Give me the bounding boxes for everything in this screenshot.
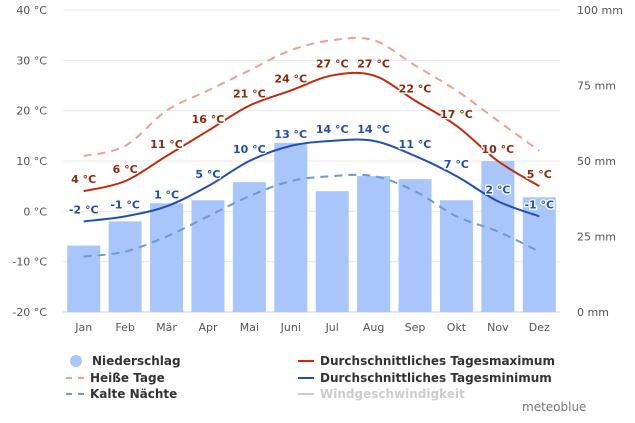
x-tick-label: Apr [198, 321, 218, 334]
legend-item-wind[interactable]: Windgeschwindigkeit [298, 387, 465, 401]
data-label: 27 °C [316, 57, 349, 70]
y2-tick-label: 50 mm [577, 155, 616, 168]
data-label: 6 °C [113, 163, 138, 176]
legend-item-max[interactable]: Durchschnittliches Tagesmaximum [298, 354, 555, 368]
data-label: 10 °C [233, 143, 266, 156]
data-label: 7 °C [444, 158, 469, 171]
climate-chart: 40 °C 30 °C 20 °C 10 °C 0 °C -10 °C -20 °C 100 … [12, 4, 623, 334]
legend-label: Durchschnittliches Tagesminimum [320, 371, 552, 385]
data-label: 2 °C [485, 183, 510, 196]
y-tick-label: 0 °C [23, 205, 47, 218]
x-tick-label: Okt [447, 321, 467, 334]
legend-item-precipitation[interactable]: Niederschlag [67, 354, 181, 368]
data-label: 10 °C [482, 143, 515, 156]
legend-item-cold-nights[interactable]: Kalte Nächte [66, 387, 177, 401]
y-tick-label: 30 °C [16, 54, 47, 67]
data-label: 13 °C [274, 128, 307, 141]
y2-tick-label: 75 mm [577, 80, 616, 93]
legend-label: Windgeschwindigkeit [320, 387, 465, 401]
line-icon [298, 377, 314, 379]
data-label: 4 °C [71, 173, 96, 186]
dashed-series-line [83, 36, 540, 157]
precipitation-bar [522, 197, 556, 312]
series-line [83, 71, 540, 193]
legend-label: Niederschlag [92, 354, 181, 368]
y-tick-label: -10 °C [12, 256, 47, 269]
dashed-series-line [83, 173, 540, 258]
precipitation-bar [315, 191, 349, 312]
data-label: -2 °C [69, 203, 99, 216]
y2-tick-label: 25 mm [577, 231, 616, 244]
data-label: 21 °C [233, 88, 266, 101]
precipitation-bar [67, 245, 101, 312]
data-label: 17 °C [440, 108, 473, 121]
credit: meteoblue [522, 400, 587, 414]
legend-label: Heiße Tage [90, 371, 165, 385]
legend-label: Kalte Nächte [90, 387, 178, 401]
y-tick-label: -20 °C [12, 306, 47, 319]
x-tick-label: Feb [115, 321, 134, 334]
data-label: 5 °C [527, 168, 552, 181]
data-label: 14 °C [316, 123, 349, 136]
x-tick-label: Jul [325, 321, 339, 334]
data-label: 5 °C [195, 168, 220, 181]
precipitation-bar [232, 182, 266, 312]
y2-tick-label: 100 mm [577, 4, 623, 17]
dashed-line-icon [66, 377, 84, 379]
legend-item-min[interactable]: Durchschnittliches Tagesminimum [298, 371, 552, 385]
x-tick-label: Jan [74, 321, 92, 334]
data-label: -1 °C [110, 198, 140, 211]
x-tick-label: Mär [156, 321, 177, 334]
data-label: 24 °C [274, 73, 307, 86]
x-tick-label: Juni [280, 321, 301, 334]
y-tick-label: 20 °C [16, 105, 47, 118]
x-tick-label: Nov [487, 321, 509, 334]
data-label: 14 °C [357, 123, 390, 136]
data-label: 1 °C [154, 188, 179, 201]
data-label: 22 °C [399, 83, 432, 96]
line-icon [298, 360, 314, 362]
x-tick-label: Aug [363, 321, 384, 334]
series-line [83, 138, 540, 223]
x-tick-label: Dez [529, 321, 550, 334]
y2-tick-label: 0 mm [577, 306, 609, 319]
y-tick-label: 40 °C [16, 4, 47, 17]
legend-item-hot-days[interactable]: Heiße Tage [66, 371, 165, 385]
precipitation-bar [398, 179, 432, 312]
data-label: 27 °C [357, 57, 390, 70]
data-label: -1 °C [524, 198, 554, 211]
precipitation-bar [274, 142, 308, 312]
line-icon [298, 393, 314, 395]
data-label: 16 °C [192, 113, 225, 126]
precipitation-bar [439, 200, 473, 312]
precipitation-bar [357, 176, 391, 312]
data-label: 11 °C [399, 138, 432, 151]
legend-label: Durchschnittliches Tagesmaximum [320, 354, 555, 368]
x-tick-label: Mai [240, 321, 259, 334]
dashed-line-icon [66, 393, 84, 395]
x-tick-label: Sep [405, 321, 426, 334]
data-label: 11 °C [150, 138, 183, 151]
precipitation-bar [150, 203, 184, 312]
circle-icon [70, 355, 82, 367]
y-tick-label: 10 °C [16, 155, 47, 168]
precipitation-bar [191, 200, 225, 312]
precipitation-bar [108, 221, 142, 312]
